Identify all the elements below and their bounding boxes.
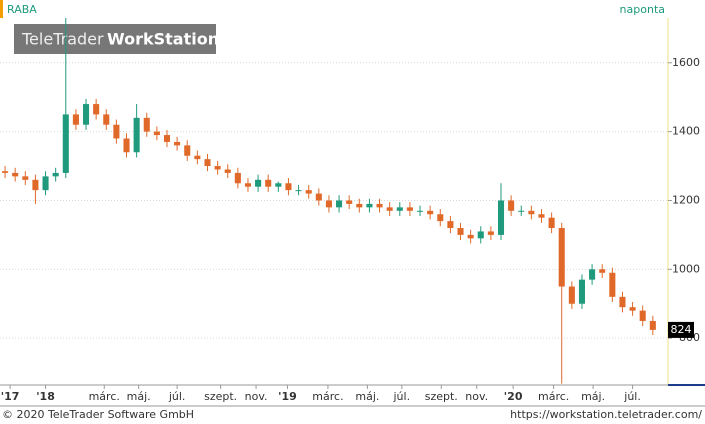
last-price-box (668, 321, 694, 338)
candle-body (113, 124, 120, 139)
x-tick-label: júl. (168, 390, 186, 403)
candle-body (649, 320, 656, 330)
x-tick-label: máj. (127, 390, 151, 403)
candle-body (639, 310, 646, 321)
watermark-brand: TeleTrader (21, 30, 104, 49)
candle-body (244, 183, 252, 187)
candle-body (589, 269, 596, 280)
candle-body (548, 217, 555, 229)
candle-body (255, 179, 262, 187)
candle-body (366, 203, 373, 208)
candle-body (578, 279, 586, 304)
candle-body (315, 193, 322, 201)
candle-body (184, 145, 191, 156)
copyright: © 2020 TeleTrader Software GmbH (2, 408, 194, 421)
candle-body (103, 114, 110, 125)
candle-body (224, 169, 231, 173)
watermark-product: WorkStation (107, 30, 219, 49)
candle-body (72, 114, 79, 125)
candle-body (285, 183, 292, 191)
candle-body (356, 203, 363, 208)
y-tick-label: 1200 (672, 193, 700, 206)
x-tick-label: szept. (204, 390, 237, 403)
candle-body (457, 228, 464, 235)
candle-body (467, 234, 474, 239)
candle-body (42, 176, 49, 191)
x-tick-label: '20 (504, 390, 523, 403)
symbol: RABA (7, 3, 37, 16)
y-tick-label: 1000 (672, 262, 700, 275)
candle-body (234, 172, 241, 184)
x-tick-label: máj. (355, 390, 379, 403)
url: https://workstation.teletrader.com/ (510, 408, 702, 421)
x-tick-label: máj. (581, 390, 605, 403)
candle-body (497, 200, 505, 235)
last-price: 824 (671, 323, 692, 336)
candle-body (336, 200, 343, 208)
candle-body (133, 117, 140, 153)
candle-body (396, 207, 403, 211)
candle-body (214, 166, 221, 170)
candle-body (406, 207, 413, 211)
candle-body (386, 207, 393, 211)
candle-body (62, 114, 69, 173)
candle-body (12, 172, 19, 177)
x-tick-label: '18 (36, 390, 55, 403)
x-tick-label: '19 (278, 390, 297, 403)
candle-body (599, 269, 606, 273)
candle-body (416, 210, 424, 212)
candle-body (437, 214, 444, 222)
candle-body (427, 210, 434, 215)
x-tick-label: júl. (623, 390, 641, 403)
candle-body (32, 179, 39, 191)
candle-body (477, 231, 484, 239)
interval: naponta (620, 3, 665, 16)
x-tick-label: '17 (1, 390, 20, 403)
x-tick-label: márc. (312, 390, 343, 403)
y-tick-label: 1400 (672, 125, 700, 138)
candle-body (528, 210, 535, 215)
x-tick-label: márc. (89, 390, 120, 403)
candle-body (609, 272, 616, 297)
candle-body (447, 221, 454, 229)
candle-body (204, 159, 211, 167)
x-tick-label: márc. (538, 390, 569, 403)
candle-body (163, 135, 171, 142)
candle-body (123, 138, 130, 153)
candle-body (325, 200, 332, 208)
candle-body (346, 200, 353, 204)
candle-body (174, 141, 181, 146)
candle-body (558, 228, 565, 287)
candle-body (295, 190, 302, 192)
candle-body (376, 203, 383, 208)
candle-body (275, 183, 282, 187)
candle-body (93, 104, 100, 115)
y-tick-label: 1600 (672, 56, 700, 69)
candle-body (22, 176, 29, 180)
x-tick-label: szept. (425, 390, 458, 403)
candle-body (619, 296, 626, 308)
watermark-box (14, 24, 216, 54)
x-tick-label: nov. (245, 390, 268, 403)
candle-body (629, 307, 636, 311)
candle-body (2, 171, 9, 173)
candle-body (153, 131, 160, 136)
candle-body (194, 155, 201, 160)
candle-body (305, 190, 312, 194)
symbol-marker (0, 0, 3, 18)
candle-body (265, 179, 272, 187)
candle-body (508, 200, 515, 211)
candle-body (52, 172, 59, 177)
candle-body (487, 231, 494, 235)
x-tick-label: júl. (393, 390, 411, 403)
candle-body (143, 117, 150, 132)
candle-body (82, 104, 90, 125)
x-tick-label: nov. (465, 390, 488, 403)
candle-body (538, 214, 545, 218)
candle-body (568, 286, 575, 304)
candle-body (518, 210, 525, 212)
